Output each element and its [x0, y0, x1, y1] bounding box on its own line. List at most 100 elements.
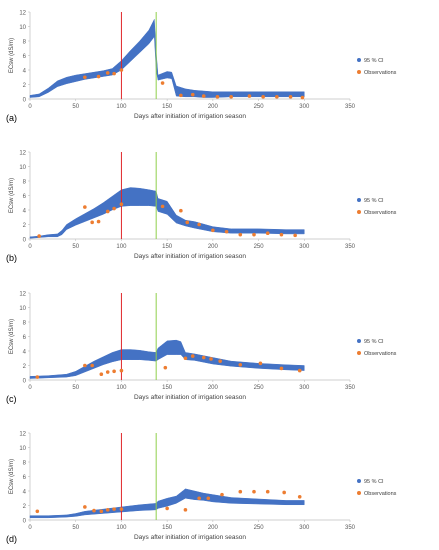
y-tick-label: 4	[23, 490, 27, 496]
observation-point	[35, 509, 40, 514]
observation-point	[258, 361, 263, 366]
ci-band	[29, 339, 305, 379]
observation-point	[288, 95, 293, 99]
x-tick-label: 50	[72, 104, 79, 110]
observation-point	[163, 365, 168, 370]
x-tick-label: 300	[299, 244, 310, 250]
observation-point	[105, 370, 110, 374]
observation-point	[179, 208, 183, 213]
x-axis-label: Days after initiation of irrigation seas…	[134, 253, 246, 260]
observation-point	[90, 363, 94, 368]
x-tick-label: 0	[28, 385, 32, 391]
observation-point	[190, 354, 195, 358]
observation-point	[190, 92, 195, 97]
observation-point	[83, 363, 87, 368]
observation-point	[229, 95, 233, 99]
x-tick-label: 350	[345, 104, 356, 110]
observation-point	[105, 71, 110, 75]
observation-point	[185, 220, 190, 225]
observation-point	[201, 355, 206, 360]
legend-label: Observations	[364, 210, 397, 216]
x-tick-label: 200	[208, 385, 219, 391]
legend-ci-marker	[357, 479, 361, 483]
x-tick-label: 50	[72, 385, 79, 391]
observation-point	[99, 509, 104, 514]
ci-band	[29, 187, 305, 239]
observation-point	[37, 234, 41, 238]
observation-point	[160, 204, 165, 209]
legend-observation-marker	[357, 70, 361, 74]
chart-panel-4: 0 2 4 6 8 10 12 0 50 100 150 200 250 300 350 ECsw (dS/m…	[6, 432, 397, 545]
observation-point	[211, 228, 215, 233]
x-tick-label: 100	[116, 244, 127, 250]
observation-point	[275, 95, 279, 99]
y-tick-label: 8	[23, 40, 27, 46]
observation-point	[279, 366, 284, 371]
y-tick-label: 10	[19, 446, 26, 452]
observation-point	[96, 74, 101, 79]
legend-observation-marker	[357, 210, 361, 214]
y-tick-label: 2	[23, 83, 27, 89]
x-tick-label: 250	[254, 525, 265, 531]
observation-point	[218, 359, 222, 363]
observation-point	[197, 496, 201, 501]
observation-point	[279, 232, 284, 237]
x-tick-label: 100	[116, 104, 127, 110]
observation-point	[90, 220, 94, 225]
y-tick-label: 12	[19, 151, 26, 157]
observation-point	[220, 492, 224, 497]
legend-label: 95 % CI	[364, 339, 384, 345]
legend-label: Observations	[364, 70, 397, 76]
x-axis-label: Days after initiation of irrigation seas…	[134, 113, 246, 120]
observation-point	[183, 508, 188, 512]
y-tick-label: 6	[23, 475, 27, 481]
panel-label: (c)	[6, 394, 17, 404]
x-axis-label: Days after initiation of irrigation seas…	[134, 534, 246, 541]
x-tick-label: 150	[162, 104, 173, 110]
y-tick-label: 2	[23, 223, 27, 229]
observation-point	[238, 489, 243, 494]
y-tick-label: 8	[23, 461, 27, 467]
y-tick-label: 4	[23, 350, 27, 356]
observation-point	[92, 508, 96, 513]
ci-band	[29, 18, 305, 98]
legend-label: 95 % CI	[364, 479, 384, 485]
x-tick-label: 200	[208, 104, 219, 110]
x-tick-label: 300	[299, 385, 310, 391]
observation-point	[265, 489, 270, 494]
y-tick-label: 10	[19, 25, 26, 31]
y-axis-label: ECsw (dS/m)	[9, 178, 15, 213]
y-axis-label: ECsw (dS/m)	[9, 459, 15, 494]
chart-panel-2: 0 2 4 6 8 10 12 0 50 100 150 200 250 300 350 ECsw (dS/m…	[6, 151, 397, 264]
legend-observation-marker	[357, 491, 361, 495]
observation-point	[112, 206, 116, 211]
observation-point	[112, 71, 116, 76]
x-tick-label: 250	[254, 385, 265, 391]
legend-ci-marker	[357, 198, 361, 202]
y-tick-label: 0	[23, 379, 27, 385]
observation-point	[83, 75, 87, 80]
y-tick-label: 12	[19, 11, 26, 17]
x-tick-label: 100	[116, 525, 127, 531]
y-tick-label: 12	[19, 292, 26, 298]
y-tick-label: 2	[23, 364, 27, 370]
x-tick-label: 350	[345, 244, 356, 250]
y-tick-label: 0	[23, 98, 27, 104]
observation-point	[261, 95, 265, 99]
x-tick-label: 350	[345, 385, 356, 391]
observation-point	[252, 232, 256, 237]
observation-point	[224, 229, 229, 234]
y-tick-label: 2	[23, 504, 27, 510]
y-tick-label: 4	[23, 209, 27, 215]
y-axis-label: ECsw (dS/m)	[9, 38, 15, 73]
observation-point	[247, 94, 252, 98]
observation-point	[252, 489, 256, 494]
legend-observation-marker	[357, 351, 361, 355]
x-tick-label: 300	[299, 525, 310, 531]
x-tick-label: 150	[162, 525, 173, 531]
observation-point	[96, 219, 101, 224]
legend-label: Observations	[364, 351, 397, 357]
observation-point	[165, 506, 169, 511]
x-tick-label: 250	[254, 244, 265, 250]
x-tick-label: 300	[299, 104, 310, 110]
